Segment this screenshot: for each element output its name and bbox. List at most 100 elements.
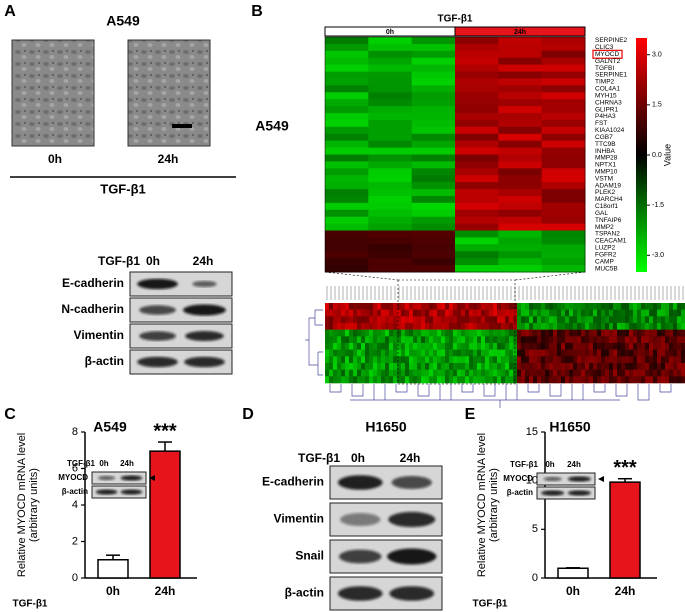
heatmap-cell <box>529 343 534 350</box>
heatmap-cell <box>537 349 542 357</box>
heatmap-cell <box>341 343 346 350</box>
heatmap-cell <box>537 343 542 350</box>
heatmap-cell <box>473 376 478 384</box>
colorbar-tick-label: -3.0 <box>652 252 664 259</box>
blot-band <box>388 511 436 528</box>
heatmap-cell <box>509 343 514 350</box>
heatmap-cell <box>449 349 454 357</box>
heatmap-cell <box>497 329 502 337</box>
heatmap-cell <box>465 336 470 344</box>
heatmap-cell <box>501 303 506 310</box>
y-tick-label: 4 <box>72 499 78 511</box>
heatmap-cell <box>541 50 586 59</box>
heatmap-cell <box>541 237 586 245</box>
heatmap-cell <box>485 309 490 317</box>
heatmap-cell <box>669 356 674 364</box>
heatmap-cell <box>368 161 413 169</box>
heatmap-cell <box>357 376 362 384</box>
heatmap-cell <box>541 329 546 337</box>
heatmap-cell <box>677 343 682 350</box>
heatmap-cell <box>405 309 410 317</box>
heatmap-cell <box>673 336 678 344</box>
heatmap-cell <box>617 303 622 310</box>
heatmap-cell <box>621 356 626 364</box>
heatmap-cell <box>649 316 654 324</box>
treatment-label: TGF-β1 <box>100 181 146 196</box>
heatmap-cell <box>353 376 358 384</box>
heatmap-cell <box>345 349 350 357</box>
heatmap-cell <box>381 323 386 330</box>
heatmap-cell <box>353 349 358 357</box>
heatmap-cell <box>389 323 394 330</box>
heatmap-cell <box>665 376 670 384</box>
heatmap-cell <box>645 303 650 310</box>
heatmap-cell <box>445 309 450 317</box>
blot-header: 0h <box>99 459 108 468</box>
heatmap-cell <box>665 336 670 344</box>
heatmap-cell <box>385 309 390 317</box>
heatmap-cell <box>449 336 454 344</box>
heatmap-cell <box>413 323 418 330</box>
heatmap-cell <box>677 376 682 384</box>
heatmap-cell <box>361 329 366 337</box>
heatmap-cell <box>533 343 538 350</box>
heatmap-cell <box>353 309 358 317</box>
heatmap-cell <box>497 303 502 310</box>
heatmap-cell <box>541 92 586 100</box>
heatmap-cell <box>337 309 342 317</box>
heatmap-cell <box>373 356 378 364</box>
heatmap-cell <box>637 323 642 330</box>
heatmap-cell <box>673 316 678 324</box>
heatmap-cell <box>437 309 442 317</box>
heatmap-cell <box>485 349 490 357</box>
heatmap-cell <box>629 316 634 324</box>
heatmap-cell <box>357 329 362 337</box>
heatmap-cell <box>581 329 586 337</box>
heatmap-cell <box>329 343 334 350</box>
heatmap-cell <box>485 316 490 324</box>
heatmap-cell <box>609 363 614 370</box>
heatmap-cell <box>545 309 550 317</box>
scale-bar <box>172 124 192 128</box>
heatmap-cell <box>537 336 542 344</box>
heatmap-cell <box>497 369 502 377</box>
heatmap-cell <box>437 343 442 350</box>
heatmap-cell <box>369 369 374 377</box>
heatmap-cell <box>577 329 582 337</box>
heatmap-cell <box>368 133 413 142</box>
heatmap-cell <box>441 303 446 310</box>
heatmap-cell <box>625 369 630 377</box>
heatmap-cell <box>549 343 554 350</box>
heatmap-cell <box>368 92 413 100</box>
heatmap-cell <box>433 323 438 330</box>
heatmap-cell <box>368 50 413 59</box>
heatmap-cell <box>553 369 558 377</box>
heatmap-cell <box>411 175 456 183</box>
heatmap-cell <box>349 349 354 357</box>
heatmap-cell <box>553 349 558 357</box>
heatmap-cell <box>681 363 685 370</box>
heatmap-cell <box>481 369 486 377</box>
heatmap-cell <box>397 316 402 324</box>
heatmap-cell <box>345 343 350 350</box>
heatmap-cell <box>498 216 543 225</box>
heatmap-cell <box>498 189 543 197</box>
heatmap-cell <box>589 303 594 310</box>
highlight-box <box>592 49 623 59</box>
blot-band <box>185 330 224 342</box>
heatmap-cell <box>405 303 410 310</box>
blot-band <box>97 475 116 481</box>
heatmap-cell <box>425 356 430 364</box>
heatmap-cell <box>421 323 426 330</box>
heatmap-cell <box>605 349 610 357</box>
heatmap-cell <box>473 309 478 317</box>
heatmap-cell <box>549 376 554 384</box>
heatmap-cell <box>573 316 578 324</box>
heatmap-cell <box>473 316 478 324</box>
heatmap-cell <box>489 323 494 330</box>
heatmap-cell <box>597 376 602 384</box>
heatmap-cell <box>569 369 574 377</box>
heatmap-cell <box>541 303 546 310</box>
heatmap-cell <box>673 363 678 370</box>
heatmap-cell <box>497 343 502 350</box>
